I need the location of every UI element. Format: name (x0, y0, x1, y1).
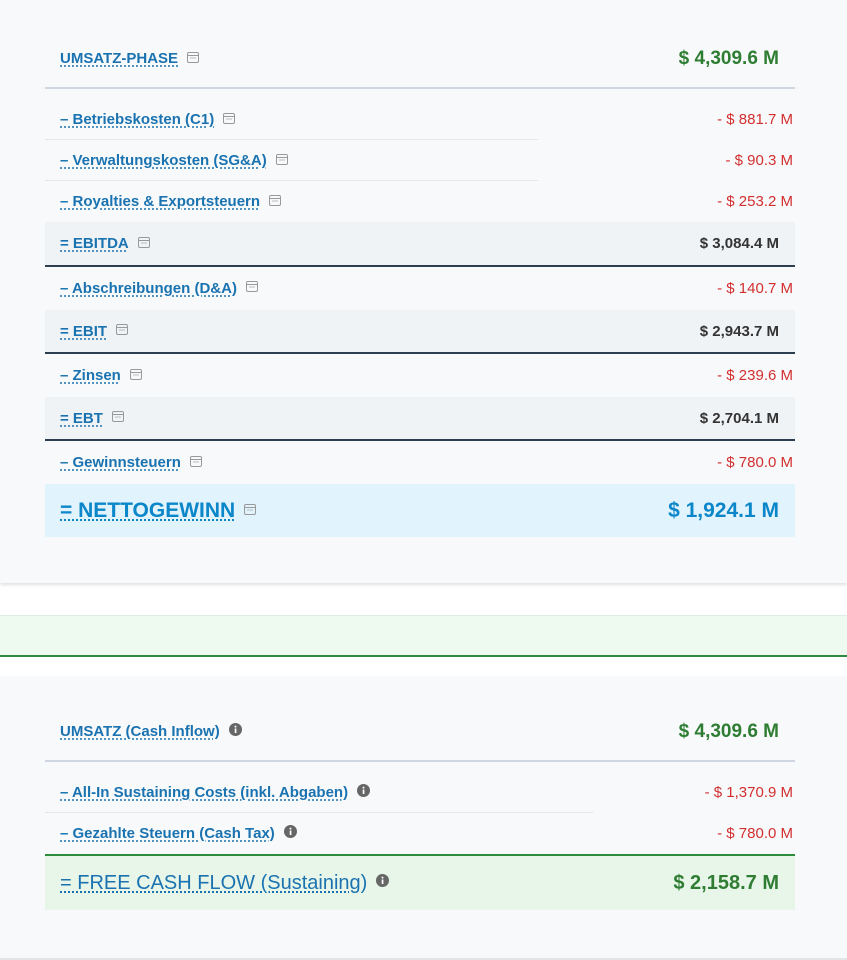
row-value: $ 1,924.1 M (668, 498, 779, 522)
icon (116, 322, 129, 340)
row: – Verwaltungskosten (SG&A) - $ 90.3 M (45, 140, 795, 181)
card-cashflow (0, 676, 847, 960)
row-value: - $ 239.6 M (717, 367, 793, 384)
row-label: = EBIT (60, 322, 108, 340)
label-wrap: = EBIT (60, 322, 129, 340)
row-label: – Royalties & Exportsteuern (60, 193, 261, 210)
row-value: $ 3,084.4 M (699, 235, 779, 252)
header-row: UMSATZ-PHASE $ 4,309.6 M (45, 30, 795, 89)
row-value: - $ 780.0 M (717, 825, 793, 842)
row: – Betriebskosten (C1) - $ 881.7 M (45, 99, 795, 140)
row-label: – Gezahlte Steuern (Cash Tax) (60, 825, 275, 842)
row-value: $ 2,704.1 M (699, 409, 779, 427)
row-separator (45, 812, 593, 813)
header-row: UMSATZ (Cash Inflow) $ 4,309.6 M (45, 703, 795, 762)
icon (189, 454, 202, 472)
row-label: = FREE CASH FLOW (Sustaining) (60, 871, 368, 894)
icon (275, 152, 288, 170)
row-value: $ 2,158.7 M (673, 871, 779, 894)
icon (187, 50, 200, 68)
row-value: - $ 881.7 M (717, 111, 793, 128)
icon (283, 824, 297, 843)
header-label: UMSATZ (Cash Inflow) (60, 723, 220, 740)
row: = EBT $ 2,704.1 M (45, 397, 795, 441)
row-value: - $ 90.3 M (725, 152, 793, 169)
label-wrap: – Gewinnsteuern (60, 454, 202, 472)
icon (376, 874, 390, 892)
icon (129, 367, 142, 385)
row: – Abschreibungen (D&A) - $ 140.7 M (45, 267, 795, 309)
row: = FREE CASH FLOW (Sustaining) $ 2,158.7 M (45, 854, 795, 910)
row-label: – Gewinnsteuern (60, 454, 181, 471)
icon (137, 235, 150, 253)
row-value: - $ 253.2 M (717, 193, 793, 210)
label-wrap: = FREE CASH FLOW (Sustaining) (60, 871, 390, 895)
row-value: $ 2,943.7 M (699, 322, 779, 340)
header-label-wrap: UMSATZ (Cash Inflow) (60, 722, 242, 741)
row-value: - $ 140.7 M (717, 279, 793, 297)
row-label: – Verwaltungskosten (SG&A) (60, 152, 267, 169)
row-separator (45, 139, 538, 140)
icon (357, 783, 371, 802)
row-label: = EBITDA (60, 235, 129, 252)
label-wrap: – Abschreibungen (D&A) (60, 279, 258, 297)
label-wrap: – All-In Sustaining Costs (inkl. Abgaben… (60, 783, 371, 802)
row-separator (45, 180, 538, 181)
icon (269, 193, 282, 211)
label-wrap: = EBITDA (60, 235, 150, 253)
row-label: – Betriebskosten (C1) (60, 111, 215, 128)
header-label: UMSATZ-PHASE (60, 50, 179, 67)
row: – Gezahlte Steuern (Cash Tax) - $ 780.0 M (45, 813, 795, 854)
label-wrap: – Royalties & Exportsteuern (60, 193, 282, 211)
label-wrap: – Gezahlte Steuern (Cash Tax) (60, 824, 297, 843)
row: – Zinsen - $ 239.6 M (45, 354, 795, 397)
row-label: – Abschreibungen (D&A) (60, 279, 237, 297)
row-label: = NETTOGEWINN (60, 498, 236, 522)
row-label: – Zinsen (60, 367, 121, 384)
row-label: – All-In Sustaining Costs (inkl. Abgaben… (60, 784, 349, 801)
row-label: = EBT (60, 409, 103, 427)
header-label-wrap: UMSATZ-PHASE (60, 50, 200, 68)
icon (223, 111, 236, 129)
label-wrap: – Betriebskosten (C1) (60, 111, 236, 129)
icon (111, 409, 124, 427)
label-wrap: – Verwaltungskosten (SG&A) (60, 152, 288, 170)
row: – Gewinnsteuern - $ 780.0 M (45, 441, 795, 484)
label-wrap: – Zinsen (60, 367, 142, 385)
label-wrap: = EBT (60, 409, 124, 427)
icon (244, 502, 257, 520)
label-wrap: = NETTOGEWINN (60, 498, 257, 523)
row: = EBITDA $ 3,084.4 M (45, 222, 795, 267)
row-value: - $ 1,370.9 M (704, 784, 793, 801)
row: = EBIT $ 2,943.7 M (45, 310, 795, 354)
row: – All-In Sustaining Costs (inkl. Abgaben… (45, 772, 795, 813)
row: – Royalties & Exportsteuern - $ 253.2 M (45, 181, 795, 222)
icon (245, 279, 258, 297)
row-value: - $ 780.0 M (717, 454, 793, 471)
icon (228, 722, 242, 741)
header-value: $ 4,309.6 M (678, 720, 779, 742)
header-value: $ 4,309.6 M (678, 47, 779, 69)
divider-band (0, 615, 847, 657)
row: = NETTOGEWINN $ 1,924.1 M (45, 484, 795, 537)
